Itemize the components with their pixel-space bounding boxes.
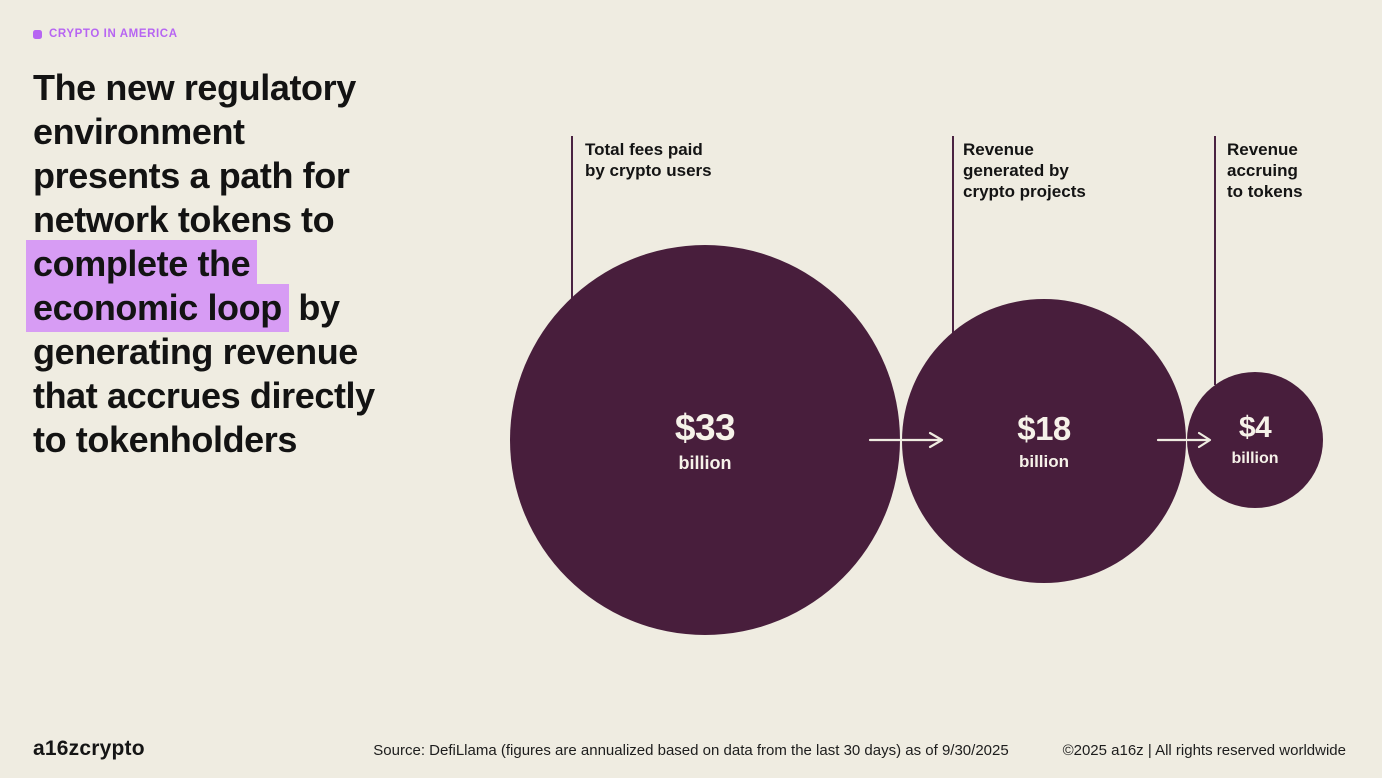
bubble-label-fees: Total fees paid by crypto users (585, 140, 712, 180)
leader-line-fees (571, 136, 573, 301)
bubble-label-project-revenue: Revenue generated by crypto projects (963, 140, 1086, 201)
source-note: Source: DefiLlama (figures are annualize… (373, 742, 1009, 759)
arrow-right-icon (1156, 429, 1214, 456)
leader-line-token-revenue (1214, 136, 1216, 385)
bubble-value: $18 (1017, 410, 1071, 447)
headline-line: The new regulatory (33, 67, 356, 108)
eyebrow: CRYPTO IN AMERICA (33, 28, 178, 40)
leader-line-project-revenue (952, 136, 954, 338)
bubble-total-fees: $33 billion (510, 245, 900, 635)
headline: The new regulatory environment presents … (26, 66, 493, 462)
bubble-token-revenue: $4 billion (1187, 372, 1323, 508)
headline-line: network tokens to (33, 199, 335, 240)
headline-line-highlighted: complete the (26, 240, 493, 288)
bubble-label-token-revenue: Revenue accruing to tokens (1227, 140, 1303, 201)
arrow-right-icon (868, 429, 946, 456)
headline-line-highlighted: economic loop by (26, 284, 493, 332)
bubble-project-revenue: $18 billion (902, 299, 1186, 583)
copyright-note: ©2025 a16z | All rights reserved worldwi… (1062, 742, 1346, 759)
bubble-value: $4 (1238, 411, 1272, 444)
bubble-unit: billion (1231, 450, 1279, 467)
eyebrow-label: CRYPTO IN AMERICA (49, 28, 178, 40)
bubble-unit: billion (1018, 452, 1070, 471)
headline-line: generating revenue (33, 331, 358, 372)
headline-line: to tokenholders (33, 419, 298, 460)
headline-line: that accrues directly (33, 375, 375, 416)
square-bullet-icon (33, 29, 42, 39)
headline-line: presents a path for (33, 155, 350, 196)
bubble-value: $33 (674, 406, 736, 448)
headline-line: environment (33, 111, 245, 152)
a16zcrypto-logo: a16zcrypto (33, 737, 145, 760)
bubble-unit: billion (678, 452, 732, 473)
